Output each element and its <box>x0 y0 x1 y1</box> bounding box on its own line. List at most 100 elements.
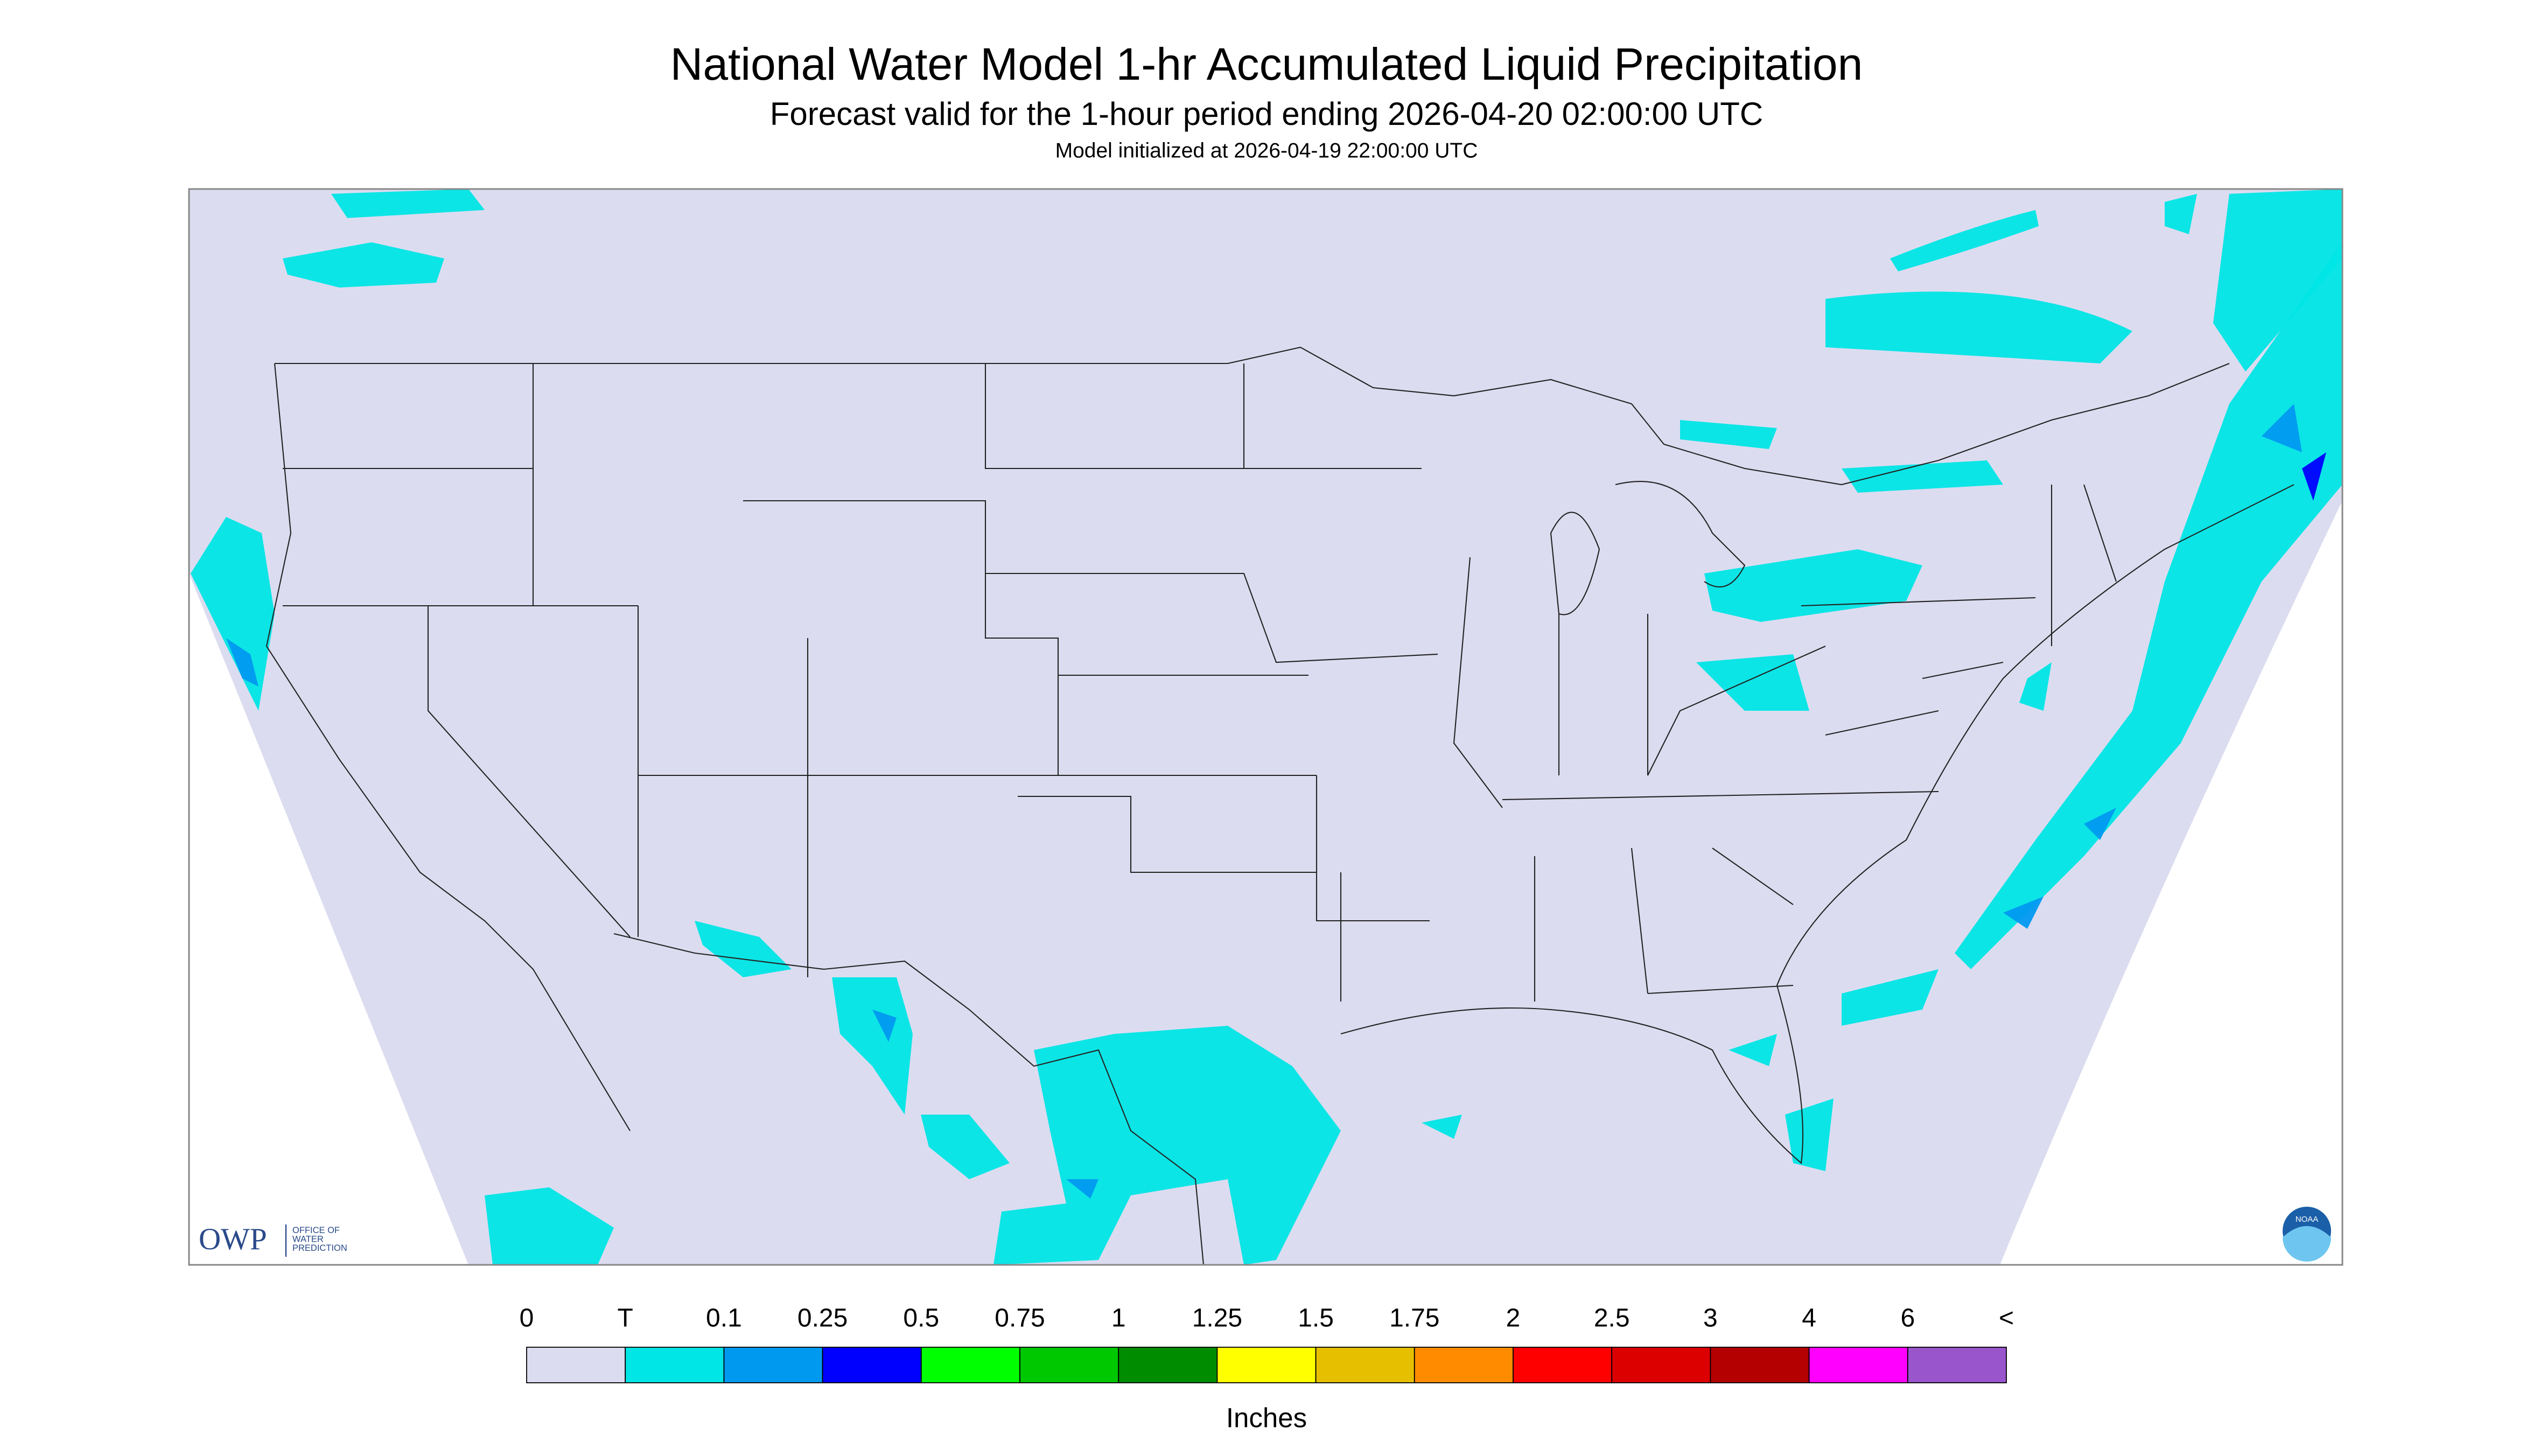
title: National Water Model 1-hr Accumulated Li… <box>670 39 1863 89</box>
legend-label: 4 <box>1802 1304 1816 1333</box>
legend-label: < <box>1999 1304 2014 1333</box>
precip-area <box>2213 189 2342 372</box>
legend-label: 2.5 <box>1594 1304 1630 1333</box>
owp-line: WATER <box>292 1235 324 1244</box>
border-line <box>265 363 631 1131</box>
border-line <box>427 606 631 937</box>
legend-label: 0.5 <box>903 1304 939 1333</box>
border-line <box>2083 484 2117 582</box>
border-line <box>1712 848 1794 905</box>
precip-area <box>2302 452 2326 501</box>
legend-label: 0 <box>520 1304 534 1333</box>
legend-swatch <box>1611 1347 1711 1383</box>
legend-label: 1.75 <box>1389 1304 1439 1333</box>
noaa-logo: NOAA <box>2283 1207 2331 1262</box>
legend-swatch <box>1710 1347 1810 1383</box>
border-line <box>1922 661 2004 680</box>
border-line <box>1340 484 2294 1165</box>
precip-area <box>1066 1179 1098 1199</box>
precip-area <box>1825 291 2132 364</box>
owp-abbreviation: OWP <box>199 1222 267 1256</box>
precip-area <box>872 1010 897 1042</box>
precip-area <box>191 517 275 711</box>
border-line <box>1316 775 1430 922</box>
legend-swatch <box>1216 1347 1317 1383</box>
legend-label: 1.25 <box>1192 1304 1242 1333</box>
legend-label: 2 <box>1506 1304 1521 1333</box>
precip-area <box>1422 1115 1462 1139</box>
precip-area <box>283 242 444 288</box>
legend-label: T <box>618 1304 633 1333</box>
precip-area <box>1955 242 2342 970</box>
border-line <box>613 933 1205 1265</box>
precip-area <box>2084 808 2116 841</box>
precip-area <box>485 1187 614 1265</box>
border-line <box>984 363 1245 470</box>
legend-swatch <box>1414 1347 1514 1383</box>
legend-swatch <box>625 1347 725 1383</box>
subtitle: Forecast valid for the 1-hour period end… <box>770 96 1763 132</box>
border-line <box>275 346 2230 486</box>
border-line <box>1550 512 1600 615</box>
legend-swatch <box>1808 1347 1908 1383</box>
border-line <box>1615 480 1746 587</box>
legend-swatch <box>1118 1347 1218 1383</box>
legend-unit: Inches <box>1226 1402 1307 1433</box>
legend: 0 T 0.1 0.25 0.5 0.75 1 1.25 1.5 1.75 2 2.5 3 4 6 < <box>520 1304 2014 1383</box>
precip-area <box>1680 420 1777 450</box>
legend-label: 0.75 <box>995 1304 1045 1333</box>
map <box>188 188 2343 1266</box>
legend-swatch <box>920 1347 1020 1383</box>
legend-swatch <box>723 1347 823 1383</box>
owp-logo: OWP OFFICE OF WATER PREDICTION <box>199 1222 347 1257</box>
border-line <box>985 572 1438 663</box>
noaa-wave <box>2283 1226 2331 1262</box>
border-line <box>1502 790 1939 801</box>
border-line <box>1825 710 1939 736</box>
legend-swatch <box>1315 1347 1415 1383</box>
precip-area <box>1729 1034 1777 1067</box>
domain-mask-right <box>2000 501 2342 1265</box>
precip-area <box>2165 194 2197 235</box>
precip-area <box>1696 654 1809 711</box>
legend-swatch <box>526 1347 626 1383</box>
precip-area <box>226 638 258 687</box>
legend-label: 1 <box>1111 1304 1126 1333</box>
precip-area <box>1890 210 2039 272</box>
precip-area <box>2262 404 2302 453</box>
owp-line: PREDICTION <box>292 1243 347 1253</box>
precip-area <box>921 1115 1010 1180</box>
map-content <box>189 189 2342 1265</box>
owp-line: OFFICE OF <box>292 1226 340 1235</box>
border-line <box>1631 848 1649 994</box>
border-line <box>743 500 1059 776</box>
precip-area <box>2003 897 2044 929</box>
border-line <box>1647 984 1794 995</box>
precip-area <box>993 1026 1341 1265</box>
legend-label: 1.5 <box>1298 1304 1334 1333</box>
init-time: Model initialized at 2026-04-19 22:00:00… <box>1055 139 1478 162</box>
precip-area <box>832 977 913 1115</box>
precip-area <box>1842 460 2003 493</box>
legend-label: 6 <box>1900 1304 1915 1333</box>
precip-area <box>1842 969 1939 1026</box>
legend-label: 3 <box>1703 1304 1718 1333</box>
domain-mask-left <box>189 573 468 1265</box>
map-frame <box>188 188 2343 1266</box>
owp-lines: OFFICE OF WATER PREDICTION <box>292 1226 347 1253</box>
precip-area <box>331 189 485 219</box>
border-line <box>1453 557 1503 808</box>
legend-label: 0.25 <box>797 1304 848 1333</box>
legend-swatch <box>1019 1347 1119 1383</box>
border-line <box>1018 795 1317 873</box>
precip-area <box>695 921 792 978</box>
precip-area <box>2019 662 2052 711</box>
border-line <box>1647 614 1826 776</box>
legend-swatch <box>1907 1347 2007 1383</box>
legend-swatch <box>822 1347 922 1383</box>
noaa-text: NOAA <box>2296 1215 2319 1224</box>
border-line <box>1801 597 2036 607</box>
legend-swatch <box>1513 1347 1613 1383</box>
